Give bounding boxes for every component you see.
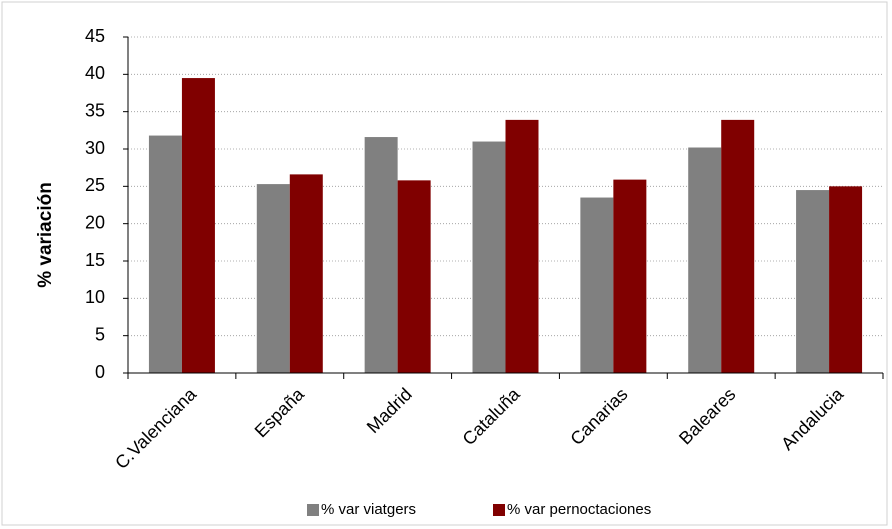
bar: [256, 184, 290, 373]
legend-swatch: [493, 504, 505, 516]
bar: [721, 119, 755, 373]
bar: [613, 179, 647, 373]
bar: [688, 147, 722, 373]
bar: [796, 190, 830, 373]
bar: [181, 78, 215, 374]
bar: [397, 180, 431, 373]
y-tick-label: 35: [85, 100, 105, 120]
y-tick-label: 10: [85, 287, 105, 307]
bar: [148, 135, 182, 373]
y-tick-label: 40: [85, 63, 105, 83]
legend-label: % var viatgers: [321, 501, 416, 518]
y-tick-label: 45: [85, 26, 105, 46]
y-tick-label: 5: [95, 324, 105, 344]
bar: [580, 197, 614, 373]
y-axis-label: % variación: [35, 182, 56, 288]
legend-swatch: [307, 504, 319, 516]
bar: [364, 137, 398, 373]
bar: [472, 141, 506, 373]
y-tick-label: 30: [85, 138, 105, 158]
y-tick-label: 25: [85, 175, 105, 195]
y-tick-label: 0: [95, 362, 105, 382]
bar: [505, 119, 539, 373]
y-tick-label: 15: [85, 250, 105, 270]
y-tick-label: 20: [85, 212, 105, 232]
legend-label: % var pernoctaciones: [507, 501, 651, 518]
bar: [289, 174, 323, 373]
bar: [829, 186, 863, 373]
